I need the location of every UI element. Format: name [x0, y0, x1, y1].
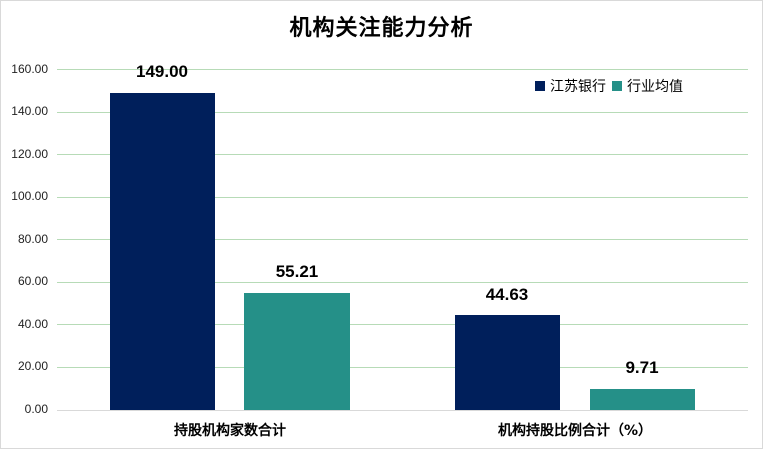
legend: 江苏银行 行业均值 — [535, 76, 689, 96]
x-category-label: 持股机构家数合计 — [174, 423, 286, 439]
y-tick-140: 140.00 — [11, 104, 48, 118]
y-tick-120: 120.00 — [11, 147, 48, 161]
data-label: 9.71 — [625, 358, 659, 377]
gridline — [57, 154, 748, 155]
legend-item-bank: 江苏银行 — [535, 76, 606, 96]
gridline — [57, 239, 748, 240]
y-tick-80: 80.00 — [17, 232, 48, 246]
gridline — [57, 112, 748, 113]
gridline — [57, 282, 748, 283]
y-tick-100: 100.00 — [11, 189, 48, 203]
legend-swatch-icon — [535, 81, 545, 91]
data-label: 55.21 — [275, 262, 319, 281]
data-label: 44.63 — [485, 285, 529, 304]
bar-bank-institution-count — [110, 93, 215, 410]
y-tick-60: 60.00 — [17, 274, 48, 288]
bar-industry-holding-ratio — [590, 389, 695, 410]
bar-industry-institution-count — [244, 293, 350, 410]
gridline — [57, 324, 748, 325]
x-category-label: 机构持股比例合计（%） — [497, 423, 653, 439]
y-tick-20: 20.00 — [17, 359, 48, 373]
y-tick-0: 0.00 — [24, 402, 48, 416]
legend-item-industry: 行业均值 — [612, 76, 683, 96]
legend-label: 江苏银行 — [550, 79, 606, 95]
gridline — [57, 197, 748, 198]
legend-label: 行业均值 — [627, 79, 683, 95]
x-axis-line — [57, 410, 748, 411]
y-tick-160: 160.00 — [11, 62, 48, 76]
data-label: 149.00 — [136, 62, 188, 81]
bar-bank-holding-ratio — [455, 315, 560, 410]
gridline — [57, 69, 748, 70]
y-tick-40: 40.00 — [17, 317, 48, 331]
gridline — [57, 367, 748, 368]
legend-swatch-icon — [612, 81, 622, 91]
chart-title: 机构关注能力分析 — [289, 16, 474, 41]
